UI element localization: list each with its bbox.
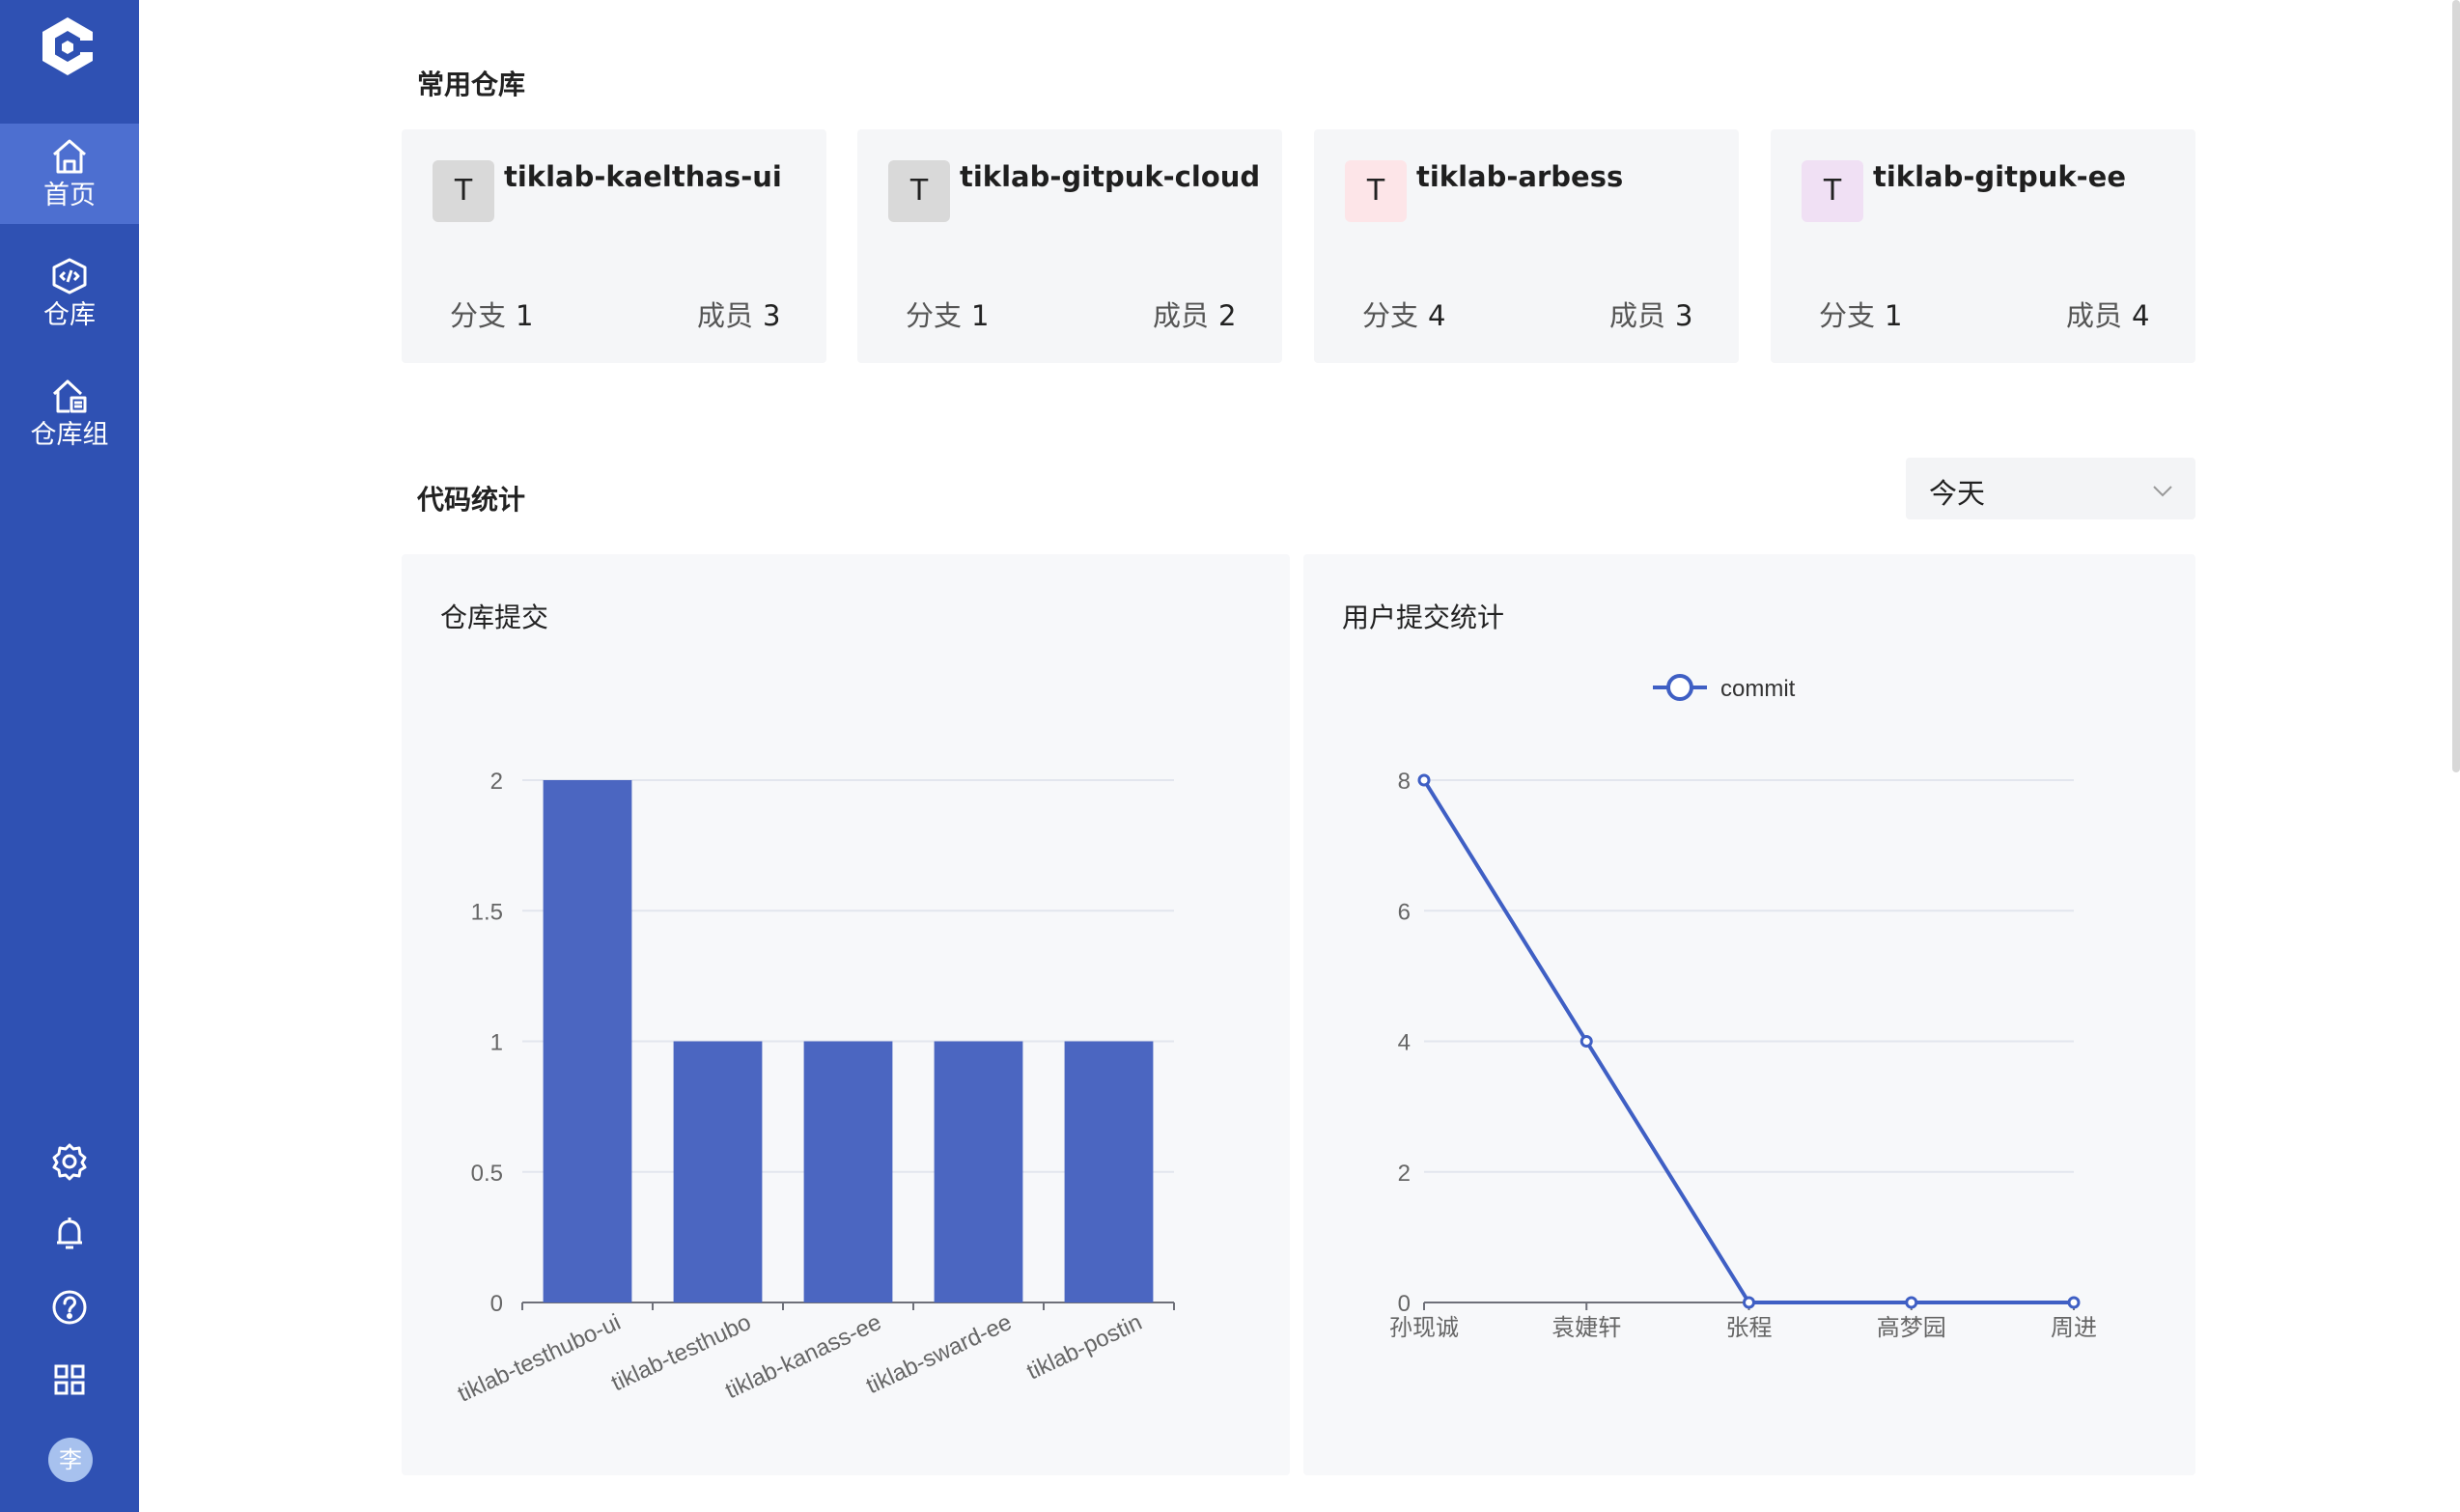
repo-branch-stat: 分支 1: [1819, 299, 1903, 332]
repo-branch-stat: 分支 1: [450, 299, 534, 332]
repo-commit-chart-title: 仓库提交: [440, 602, 549, 633]
repo-branch-stat: 分支 4: [1362, 299, 1446, 332]
bar: [803, 1041, 893, 1302]
repo-commit-bar-chart: 00.511.52tiklab-testhubo-uitiklab-testhu…: [454, 769, 1175, 1408]
repo-badge: T: [1802, 160, 1863, 222]
y-tick-label: 0.5: [471, 1161, 503, 1187]
scrollbar-thumb[interactable]: [2452, 0, 2460, 772]
legend-label: commit: [1720, 676, 1796, 702]
common-repos-title: 常用仓库: [417, 69, 526, 100]
repo-name[interactable]: tiklab-gitpuk-cloud: [960, 160, 1261, 193]
repo-card[interactable]: T tiklab-gitpuk-ee 分支 1 成员 4: [1771, 129, 2195, 363]
repo-branch-stat: 分支 1: [906, 299, 990, 332]
legend-marker: [1666, 674, 1693, 701]
data-point: [2067, 1296, 2081, 1309]
bar: [934, 1041, 1023, 1302]
sidebar: 首页 仓库 仓库组 李: [0, 0, 139, 1512]
y-tick-label: 6: [1398, 899, 1411, 925]
data-point: [1743, 1296, 1755, 1309]
period-select-value: 今天: [1929, 477, 1986, 510]
repo-name[interactable]: tiklab-gitpuk-ee: [1873, 160, 2127, 193]
repo-card[interactable]: T tiklab-kaelthas-ui 分支 1 成员 3: [402, 129, 826, 363]
repo-member-stat: 成员 3: [1609, 299, 1693, 332]
bar: [673, 1041, 763, 1302]
repo-name[interactable]: tiklab-kaelthas-ui: [504, 160, 782, 193]
home-icon: [53, 139, 86, 174]
y-tick-label: 0: [490, 1291, 503, 1317]
repo-badge: T: [1345, 160, 1407, 222]
x-tick-label: tiklab-sward-ee: [862, 1309, 1016, 1399]
help-icon[interactable]: [49, 1287, 90, 1328]
sidebar-item-label: 仓库: [43, 300, 96, 330]
repo-name[interactable]: tiklab-arbess: [1416, 160, 1624, 193]
sidebar-item-label: 仓库组: [30, 420, 109, 450]
bar: [1064, 1041, 1154, 1302]
app-logo[interactable]: [35, 14, 100, 79]
repo-card[interactable]: T tiklab-arbess 分支 4 成员 3: [1314, 129, 1739, 363]
y-tick-label: 2: [490, 769, 503, 795]
repo-member-stat: 成员 2: [1153, 299, 1237, 332]
period-select[interactable]: 今天: [1906, 458, 2195, 519]
sidebar-item-label: 首页: [43, 181, 96, 210]
data-point: [1905, 1296, 1918, 1309]
data-point: [1417, 773, 1431, 787]
repo-member-stat: 成员 4: [2066, 299, 2150, 332]
x-tick-label: 张程: [1726, 1314, 1773, 1341]
y-tick-label: 8: [1398, 769, 1411, 795]
repo-member-stat: 成员 3: [697, 299, 781, 332]
bar: [543, 780, 632, 1302]
y-tick-label: 1: [490, 1030, 503, 1056]
avatar[interactable]: 李: [48, 1438, 93, 1482]
sidebar-item-home[interactable]: 首页: [0, 124, 139, 224]
y-tick-label: 0: [1398, 1291, 1411, 1317]
code-stats-title: 代码统计: [417, 484, 526, 516]
x-tick-label: tiklab-testhubo-ui: [454, 1309, 625, 1408]
y-tick-label: 4: [1398, 1030, 1411, 1056]
y-tick-label: 2: [1398, 1161, 1411, 1187]
apps-grid-icon[interactable]: [49, 1359, 90, 1400]
user-commit-line-chart: 0 2 4 6 8 孙现诚 袁婕轩 张程 高梦园 周进 commit: [1389, 674, 2097, 1341]
repo-badge: T: [433, 160, 494, 222]
repo-badge: T: [888, 160, 950, 222]
settings-icon[interactable]: [49, 1141, 90, 1182]
x-tick-label: 周进: [2051, 1314, 2097, 1341]
x-tick-label: 高梦园: [1877, 1314, 1946, 1341]
user-commit-panel: 用户提交统计 0 2 4 6 8 孙现诚 袁婕轩 张程 高梦园 周进 commit: [1303, 554, 2195, 1475]
y-tick-label: 1.5: [471, 899, 503, 925]
repository-group-icon: [52, 379, 87, 413]
repo-commit-panel: 仓库提交 0 0.5 1 1.5 2 tiklab-testhubo-ui tiklab-t…: [402, 554, 1290, 1475]
chevron-down-icon: [2153, 486, 2172, 497]
x-tick-label: 孙现诚: [1389, 1314, 1459, 1341]
user-commit-chart-title: 用户提交统计: [1342, 602, 1505, 633]
sidebar-item-repository[interactable]: 仓库: [0, 243, 139, 344]
repository-icon: [52, 258, 87, 294]
x-tick-label: tiklab-postin: [1023, 1309, 1146, 1386]
data-point: [1579, 1035, 1593, 1048]
bell-icon[interactable]: [49, 1214, 90, 1254]
sidebar-item-repository-group[interactable]: 仓库组: [0, 363, 139, 463]
x-tick-label: 袁婕轩: [1551, 1314, 1621, 1341]
repo-card[interactable]: T tiklab-gitpuk-cloud 分支 1 成员 2: [857, 129, 1282, 363]
